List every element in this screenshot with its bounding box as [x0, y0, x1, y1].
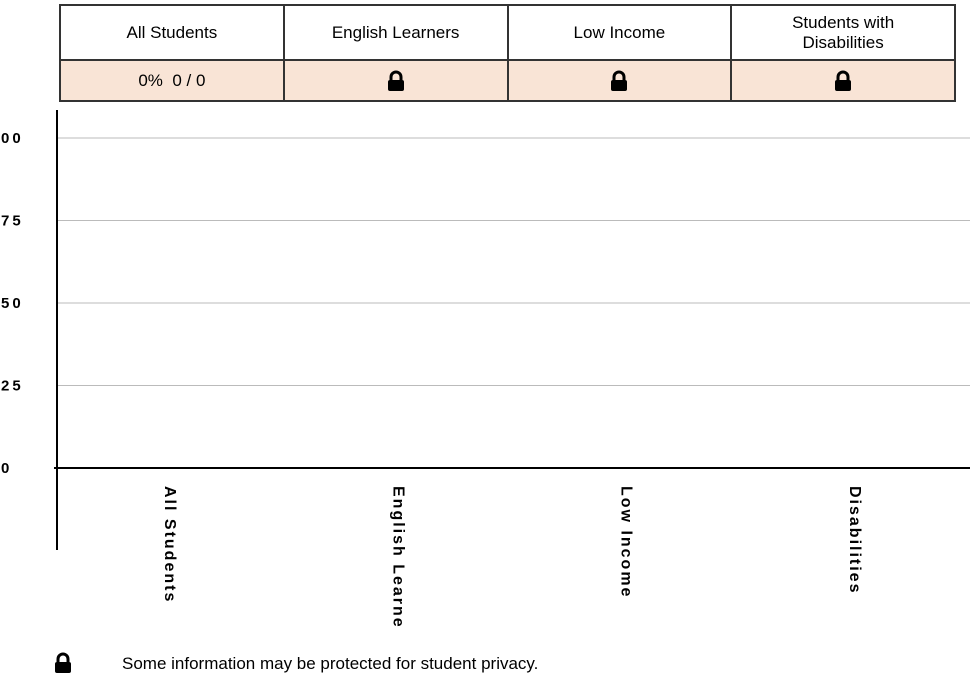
y-axis-ticks: 00 75 50 25 0 — [1, 130, 24, 477]
x-axis-ticks: All Students English Learne Low Income Disa… — [161, 486, 863, 629]
value-all-students: 0% 0 / 0 — [59, 59, 285, 102]
value-disabilities — [730, 59, 956, 102]
x-tick-label: English Learne — [389, 486, 406, 629]
footnote-text: Some information may be protected for st… — [122, 654, 539, 673]
chart-grid — [57, 137, 970, 386]
value-all-students-text: 0% 0 / 0 — [138, 70, 206, 90]
lock-icon — [835, 70, 852, 91]
header-all-students: All Students — [59, 4, 285, 61]
lock-icon — [387, 70, 404, 91]
x-tick-label: Low Income — [618, 486, 635, 598]
header-low-income: Low Income — [506, 4, 733, 61]
x-tick-label: All Students — [161, 486, 178, 603]
summary-table: All Students English Learners Low Income… — [59, 4, 956, 102]
header-english-learners: English Learners — [282, 4, 509, 61]
header-students-with-disabilities: Students with Disabilities — [730, 4, 956, 61]
lock-icon — [611, 70, 628, 91]
y-tick-label: 50 — [1, 295, 24, 312]
lock-icon — [55, 652, 71, 673]
summary-header-row: All Students English Learners Low Income… — [59, 4, 956, 61]
y-tick-label: 00 — [1, 130, 24, 147]
value-low-income — [506, 59, 733, 102]
summary-value-row: 0% 0 / 0 — [59, 59, 956, 102]
value-english-learners — [282, 59, 509, 102]
privacy-footnote: Some information may be protected for st… — [54, 650, 754, 676]
x-tick-label: Disabilities — [846, 486, 863, 594]
y-tick-label: 25 — [1, 378, 24, 395]
y-tick-label: 75 — [1, 213, 24, 230]
y-tick-label: 0 — [1, 460, 12, 477]
header-disabilities-label: Students with Disabilities — [792, 12, 895, 52]
bar-chart: 00 75 50 25 0 All Students English Learne Low … — [1, 110, 970, 629]
